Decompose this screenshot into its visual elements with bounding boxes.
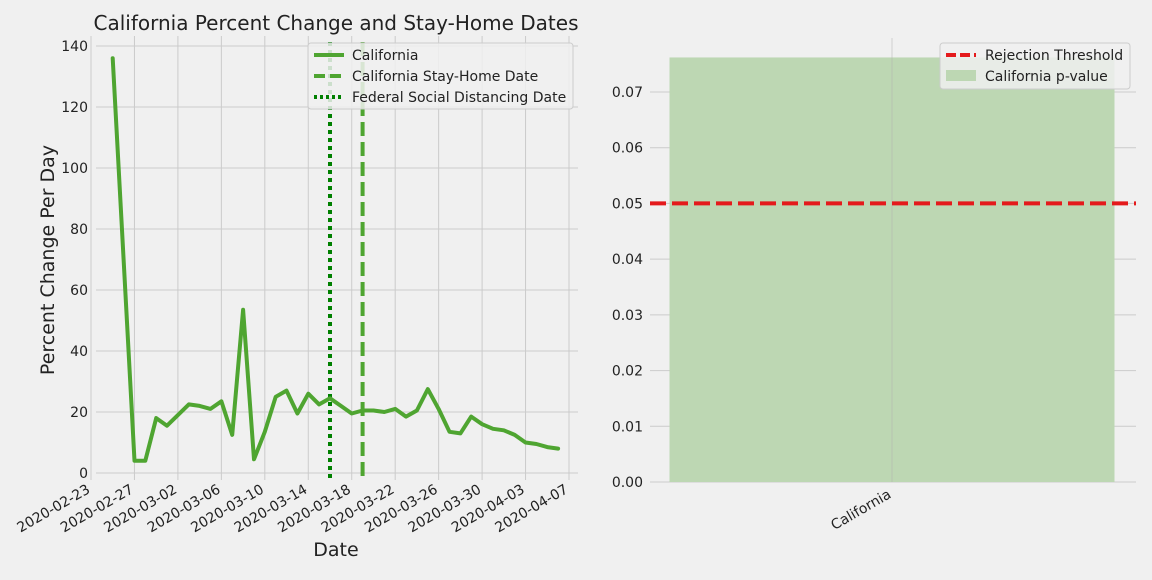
left-x-axis-label: Date (313, 539, 358, 561)
right-y-tick-label: 0.06 (612, 141, 643, 157)
left-y-tick-label: 120 (61, 100, 88, 116)
left-y-tick-label: 20 (70, 405, 88, 421)
right-legend: Rejection Threshold California p-value (939, 42, 1131, 90)
legend-label-p-value: California p-value (985, 69, 1108, 85)
left-legend-box (307, 42, 574, 110)
legend-swatch-p-value (946, 70, 976, 81)
right-legend-box (939, 42, 1131, 90)
left-y-tick-labels: 0 20 40 60 80 100 120 140 (61, 39, 88, 482)
right-y-tick-label: 0.01 (612, 419, 643, 435)
left-chart-title: California Percent Change and Stay-Home … (94, 11, 579, 35)
left-y-tick-label: 140 (61, 39, 88, 55)
right-y-tick-label: 0.07 (612, 85, 643, 101)
legend-label-federal: Federal Social Distancing Date (352, 90, 566, 106)
right-y-tick-label: 0.02 (612, 364, 643, 380)
right-y-tick-label: 0.03 (612, 308, 643, 324)
legend-label-threshold: Rejection Threshold (985, 48, 1123, 64)
bar-chart: 0.00 0.01 0.02 0.03 0.04 0.05 0.06 0.07 Califor… (612, 38, 1136, 534)
right-y-tick-label: 0.00 (612, 475, 643, 491)
left-y-tick-label: 80 (70, 222, 88, 238)
right-y-tick-labels: 0.00 0.01 0.02 0.03 0.04 0.05 0.06 0.07 (612, 85, 643, 491)
vertical-reference-lines (328, 42, 365, 480)
left-y-axis-label: Percent Change Per Day (37, 145, 59, 375)
legend-label-stay-home: California Stay-Home Date (352, 69, 538, 85)
left-y-tick-label: 40 (70, 344, 88, 360)
california-series-line (110, 56, 561, 463)
left-y-tick-label: 60 (70, 283, 88, 299)
legend-label-california: California (352, 48, 418, 64)
left-legend: California California Stay-Home Date Fed… (307, 42, 574, 110)
left-y-tick-label: 0 (79, 466, 88, 482)
left-y-tick-label: 100 (61, 161, 88, 177)
right-y-tick-label: 0.04 (612, 252, 643, 268)
right-y-tick-label: 0.05 (612, 196, 643, 212)
